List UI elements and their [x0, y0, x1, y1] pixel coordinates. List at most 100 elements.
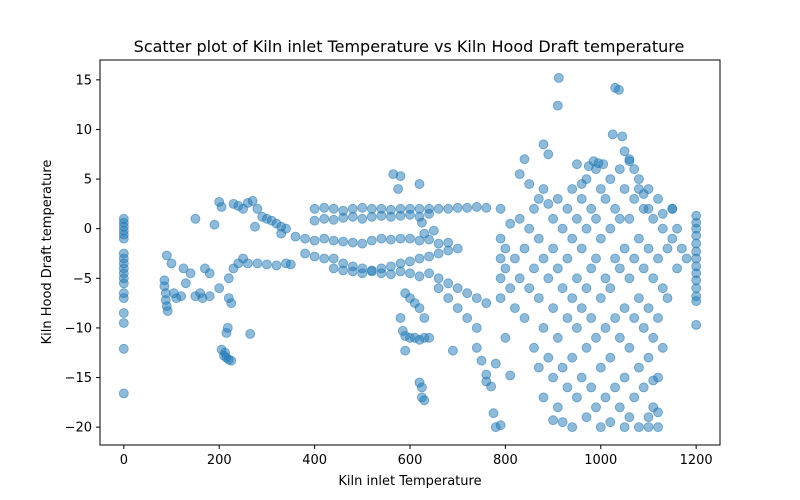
data-point — [338, 236, 349, 247]
data-point — [643, 352, 654, 363]
data-point — [533, 193, 544, 204]
data-point — [433, 248, 444, 259]
data-point — [624, 412, 635, 423]
y-tick-label: −15 — [65, 371, 92, 386]
x-tick-label: 200 — [207, 453, 232, 468]
data-point — [591, 402, 601, 413]
data-point — [300, 233, 311, 244]
data-point — [533, 293, 544, 304]
data-point — [495, 203, 506, 214]
data-point — [366, 235, 377, 246]
y-axis-label: Kiln Hood Draft temperature — [40, 160, 55, 345]
data-point — [414, 253, 425, 264]
data-point — [562, 203, 573, 214]
data-point — [548, 415, 558, 426]
data-point — [357, 202, 368, 213]
data-point — [548, 213, 558, 224]
data-point — [617, 131, 628, 142]
data-point — [481, 202, 492, 213]
data-point — [591, 253, 601, 264]
data-point — [533, 233, 544, 244]
data-point — [543, 149, 554, 160]
data-point — [319, 213, 330, 224]
data-point — [424, 268, 435, 279]
data-point — [619, 422, 630, 433]
data-point — [638, 189, 649, 199]
data-point — [357, 213, 368, 224]
data-point — [586, 313, 597, 323]
data-point — [624, 273, 635, 284]
data-point — [443, 293, 454, 304]
data-point — [452, 283, 463, 294]
data-point — [395, 171, 406, 182]
data-point — [481, 298, 492, 309]
data-point — [319, 233, 330, 244]
data-point — [433, 273, 444, 284]
data-point — [376, 210, 387, 221]
data-point — [419, 313, 430, 323]
data-point — [662, 243, 673, 254]
data-point — [562, 313, 573, 323]
data-point — [657, 208, 668, 219]
data-point — [548, 303, 558, 314]
data-point — [629, 193, 640, 204]
data-point — [414, 303, 425, 314]
data-point — [605, 352, 616, 363]
data-point — [338, 212, 349, 223]
data-point — [543, 352, 554, 363]
data-point — [629, 313, 640, 323]
data-point — [118, 233, 129, 244]
data-point — [405, 233, 415, 244]
data-point — [405, 256, 415, 267]
data-point — [653, 422, 663, 433]
data-point — [653, 193, 663, 204]
data-point — [443, 203, 454, 214]
data-point — [357, 238, 368, 249]
data-point — [672, 223, 682, 234]
data-point — [519, 243, 530, 254]
data-point — [393, 184, 404, 194]
x-axis: 0 200 400 600 800 1000 1200 — [120, 445, 713, 468]
data-point — [614, 84, 624, 95]
data-point — [414, 179, 425, 189]
data-point — [505, 370, 516, 381]
data-point — [419, 228, 430, 239]
data-point — [271, 260, 282, 271]
data-point — [605, 174, 616, 185]
data-point — [500, 332, 511, 343]
data-point — [595, 422, 606, 433]
data-point — [505, 283, 516, 294]
data-point — [500, 263, 511, 274]
x-tick-label: 400 — [302, 453, 327, 468]
data-point — [629, 253, 640, 264]
data-point — [552, 263, 563, 274]
data-point — [634, 422, 644, 433]
data-point — [638, 263, 649, 274]
data-point — [252, 258, 263, 269]
data-point — [405, 209, 415, 220]
data-point — [529, 342, 539, 353]
data-point — [576, 243, 587, 254]
data-point — [452, 202, 463, 213]
data-point — [514, 169, 525, 180]
data-point — [638, 322, 649, 333]
data-point — [562, 253, 573, 264]
data-point — [495, 420, 506, 431]
data-point — [607, 129, 618, 140]
data-point — [600, 322, 611, 333]
x-tick-label: 1200 — [680, 453, 713, 468]
data-point — [178, 263, 189, 274]
data-point — [385, 234, 396, 245]
data-point — [495, 293, 506, 304]
data-point — [619, 372, 630, 383]
data-point — [428, 225, 439, 236]
data-point — [395, 210, 406, 221]
data-point — [328, 203, 339, 214]
data-point — [591, 213, 601, 224]
data-point — [600, 273, 611, 284]
data-point — [610, 382, 620, 393]
y-tick-label: 10 — [75, 123, 92, 138]
data-point — [657, 342, 668, 353]
data-point — [405, 268, 415, 279]
